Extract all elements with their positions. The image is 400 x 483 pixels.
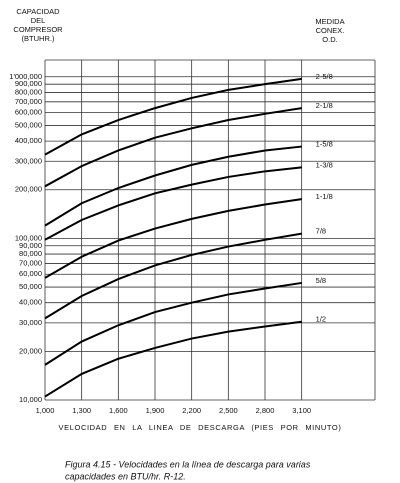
series-line bbox=[44, 166, 302, 241]
series-label: 1-1/8 bbox=[316, 192, 333, 201]
series-label: 1-3/8 bbox=[316, 160, 333, 169]
y-tick-label: 40,000 bbox=[19, 298, 42, 307]
y-tick-label: 600,000 bbox=[15, 108, 42, 117]
y-tick-label: 10,000 bbox=[19, 395, 42, 404]
caption: Figura 4.15 - Velocidades en la línea de… bbox=[65, 459, 311, 469]
y-tick-label: 70,000 bbox=[19, 258, 42, 267]
x-tick-label: 1,600 bbox=[109, 406, 128, 415]
x-tick-label: 1,900 bbox=[146, 406, 165, 415]
x-tick-label: 2,200 bbox=[182, 406, 201, 415]
y-tick-label: 50,000 bbox=[19, 282, 42, 291]
series-line bbox=[44, 107, 302, 188]
caption: capacidades en BTU/hr. R-12. bbox=[65, 471, 186, 481]
series-label: 5/8 bbox=[316, 276, 326, 285]
y-tick-label: 500,000 bbox=[15, 120, 42, 129]
y-tick-label: 100,000 bbox=[15, 233, 42, 242]
legend-title: CONEX. bbox=[316, 26, 345, 35]
legend-title: MEDIDA bbox=[315, 17, 344, 26]
y-tick-label: 900,000 bbox=[15, 79, 42, 88]
y-axis-label: (BTUHR.) bbox=[22, 34, 55, 43]
y-tick-label: 800,000 bbox=[15, 87, 42, 96]
series-line bbox=[44, 77, 302, 156]
y-tick-label: 60,000 bbox=[19, 269, 42, 278]
y-tick-label: 300,000 bbox=[15, 156, 42, 165]
y-tick-label: 20,000 bbox=[19, 346, 42, 355]
x-tick-label: 2,500 bbox=[219, 406, 238, 415]
series-label: 1-5/8 bbox=[316, 140, 333, 149]
series-line bbox=[44, 145, 302, 227]
y-tick-label: 80,000 bbox=[19, 249, 42, 258]
y-tick-label: 700,000 bbox=[15, 97, 42, 106]
y-tick-label: 400,000 bbox=[15, 136, 42, 145]
y-tick-label: 30,000 bbox=[19, 318, 42, 327]
series-label: 7/8 bbox=[316, 227, 326, 236]
y-tick-label: 1'000,000 bbox=[9, 72, 42, 81]
series-label: 2-1/8 bbox=[316, 101, 333, 110]
y-tick-label: 90,000 bbox=[19, 241, 42, 250]
series-label: 2-5/8 bbox=[316, 72, 333, 81]
y-axis-label: DEL bbox=[31, 16, 46, 25]
legend-title: O.D. bbox=[322, 35, 337, 44]
series-line bbox=[44, 232, 302, 320]
x-tick-label: 2,800 bbox=[256, 406, 275, 415]
y-axis-label: CAPACIDAD bbox=[16, 7, 60, 16]
x-axis-label: VELOCIDAD EN LA LINEA DE DESCARGA (PIES … bbox=[59, 423, 342, 432]
series-label: 1/2 bbox=[316, 315, 326, 324]
series-line bbox=[44, 281, 302, 366]
y-tick-label: 200,000 bbox=[15, 185, 42, 194]
x-tick-label: 3,100 bbox=[292, 406, 311, 415]
x-tick-label: 1,300 bbox=[72, 406, 91, 415]
x-tick-label: 1,000 bbox=[36, 406, 55, 415]
series-line bbox=[44, 198, 302, 279]
series-line bbox=[44, 320, 302, 398]
y-axis-label: COMPRESOR bbox=[13, 25, 63, 34]
